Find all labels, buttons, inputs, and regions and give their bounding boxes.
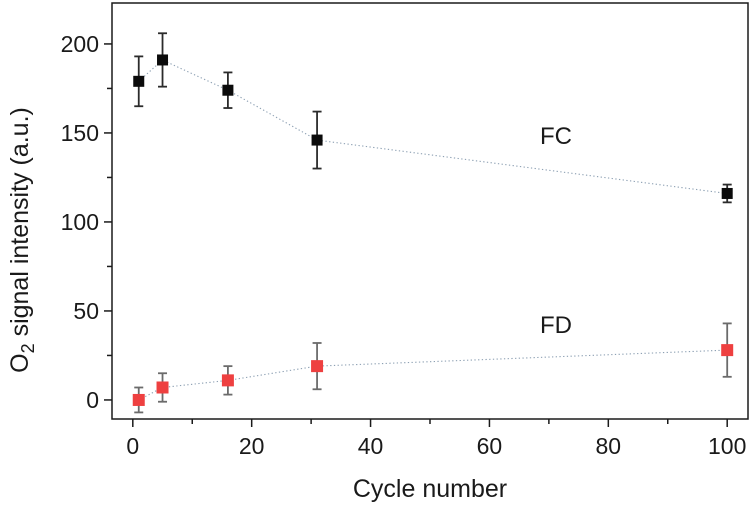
x-tick-label: 60 [477,433,503,459]
x-tick-label: 100 [708,433,746,459]
y-tick-label: 200 [61,31,99,57]
fd-marker [156,381,169,394]
y-tick-label: 100 [61,209,99,235]
fc-marker [222,84,234,96]
fc-marker [133,75,145,87]
fd-series-label: FD [540,312,572,339]
fc-marker [311,134,323,146]
fd-marker [132,393,145,406]
y-tick-label: 0 [86,387,99,413]
y-tick-label: 50 [73,298,99,324]
y-axis-title: O2 signal intensity (a.u.) [6,107,38,373]
fd-marker [721,344,734,357]
fc-marker [157,54,169,66]
plot-frame [111,2,749,420]
fd-marker [311,360,324,373]
fc-connector-line [138,59,728,195]
y-tick-label: 150 [61,120,99,146]
fc-marker [721,187,733,199]
fd-marker [221,374,234,387]
x-tick-label: 40 [358,433,384,459]
fc-series-label: FC [540,123,572,150]
x-axis-title: Cycle number [353,475,507,503]
x-tick-label: 0 [126,433,139,459]
x-tick-label: 80 [596,433,622,459]
x-tick-label: 20 [239,433,265,459]
